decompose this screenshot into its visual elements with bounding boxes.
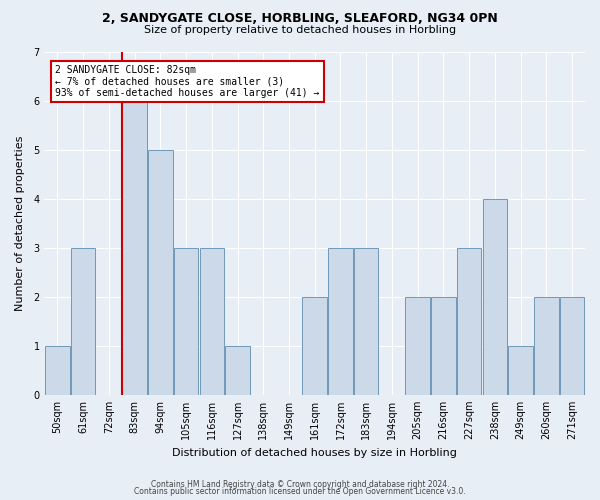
Bar (457, 248, 481, 395)
Bar (45, 346, 70, 395)
Bar (174, 248, 198, 395)
Bar (200, 248, 224, 395)
Bar (508, 346, 533, 395)
Bar (482, 198, 507, 395)
Bar (431, 296, 455, 395)
Y-axis label: Number of detached properties: Number of detached properties (15, 136, 25, 311)
Bar (328, 248, 353, 395)
Text: Contains public sector information licensed under the Open Government Licence v3: Contains public sector information licen… (134, 488, 466, 496)
Text: Contains HM Land Registry data © Crown copyright and database right 2024.: Contains HM Land Registry data © Crown c… (151, 480, 449, 489)
Bar (534, 296, 559, 395)
Text: Size of property relative to detached houses in Horbling: Size of property relative to detached ho… (144, 25, 456, 35)
Text: 2 SANDYGATE CLOSE: 82sqm
← 7% of detached houses are smaller (3)
93% of semi-det: 2 SANDYGATE CLOSE: 82sqm ← 7% of detache… (55, 65, 320, 98)
Text: 2, SANDYGATE CLOSE, HORBLING, SLEAFORD, NG34 0PN: 2, SANDYGATE CLOSE, HORBLING, SLEAFORD, … (102, 12, 498, 26)
Bar (225, 346, 250, 395)
Bar (148, 150, 173, 395)
Bar (71, 248, 95, 395)
Bar (354, 248, 379, 395)
X-axis label: Distribution of detached houses by size in Horbling: Distribution of detached houses by size … (172, 448, 457, 458)
Bar (122, 100, 147, 395)
Bar (560, 296, 584, 395)
Bar (406, 296, 430, 395)
Bar (302, 296, 327, 395)
